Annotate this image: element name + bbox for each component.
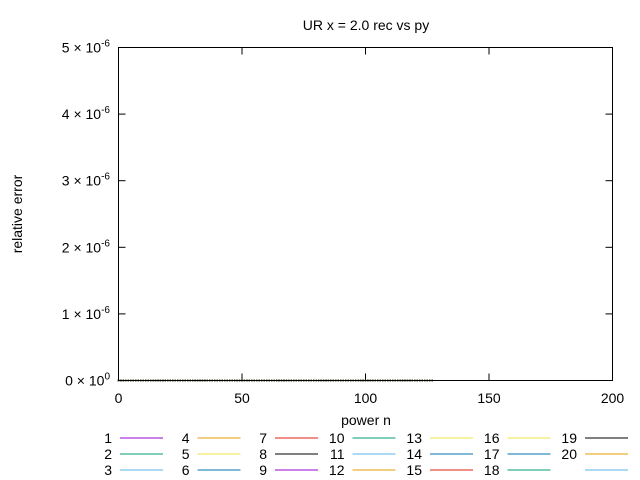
legend-label: 9 — [259, 462, 267, 478]
y-tick-label: 2 × 10-6 — [62, 238, 111, 255]
x-tick-label: 200 — [601, 390, 625, 406]
legend-label: 17 — [484, 446, 500, 462]
x-tick-label: 100 — [354, 390, 378, 406]
y-axis-label: relative error — [9, 174, 25, 253]
legend-item: 13 — [406, 430, 473, 446]
legend-item: 8 — [259, 446, 318, 462]
legend-label: 18 — [484, 462, 500, 478]
legend-item: 5 — [182, 446, 241, 462]
legend-label: 8 — [259, 446, 267, 462]
legend-item: 16 — [484, 430, 551, 446]
legend-item: 4 — [182, 430, 241, 446]
legend-item: 18 — [484, 462, 551, 478]
x-tick-label: 0 — [115, 390, 123, 406]
y-axis-ticks: 0 × 100 1 × 10-6 2 × 10-6 3 × 10-6 4 × 10-6 5… — [62, 39, 613, 389]
legend-label: 7 — [259, 430, 267, 446]
x-tick-label: 50 — [234, 390, 250, 406]
legend-item: 14 — [406, 446, 473, 462]
legend-label: 10 — [329, 430, 345, 446]
legend-item: 6 — [182, 462, 241, 478]
legend-label: 3 — [104, 462, 112, 478]
legend-item: 11 — [330, 446, 396, 462]
legend-item: 12 — [329, 462, 396, 478]
legend-label: 11 — [330, 446, 345, 462]
legend-label: 6 — [182, 462, 190, 478]
legend-label: 15 — [406, 462, 422, 478]
legend-label: 4 — [182, 430, 190, 446]
legend-label: 20 — [561, 446, 577, 462]
legend-label: 16 — [484, 430, 500, 446]
y-tick-label: 0 × 100 — [65, 372, 110, 389]
legend-label: 14 — [406, 446, 422, 462]
chart-title: UR x = 2.0 rec vs py — [303, 17, 429, 33]
plot-frame — [118, 47, 613, 381]
legend-label: 13 — [406, 430, 422, 446]
x-axis-ticks: 0 50 100 150 200 — [115, 47, 625, 406]
y-tick-label: 3 × 10-6 — [62, 172, 111, 189]
y-tick-label: 1 × 10-6 — [62, 305, 111, 322]
legend-item: 7 — [259, 430, 318, 446]
x-axis-label: power n — [341, 412, 391, 428]
legend-item: 1 — [104, 430, 163, 446]
legend-item: 9 — [259, 462, 318, 478]
y-tick-label: 4 × 10-6 — [62, 105, 111, 122]
legend-label: 12 — [329, 462, 345, 478]
legend-label: 19 — [561, 430, 577, 446]
x-tick-label: 150 — [477, 390, 501, 406]
legend-label: 5 — [182, 446, 190, 462]
legend-label: 2 — [104, 446, 112, 462]
legend-item: 20 — [561, 446, 628, 462]
y-tick-label: 5 × 10-6 — [62, 39, 111, 56]
legend-item: 2 — [104, 446, 163, 462]
legend-item: 3 — [104, 462, 163, 478]
legend-item: 10 — [329, 430, 396, 446]
legend-item: 19 — [561, 430, 628, 446]
legend-label: 1 — [104, 430, 112, 446]
legend-item: 15 — [406, 462, 473, 478]
legend-item: 17 — [484, 446, 551, 462]
